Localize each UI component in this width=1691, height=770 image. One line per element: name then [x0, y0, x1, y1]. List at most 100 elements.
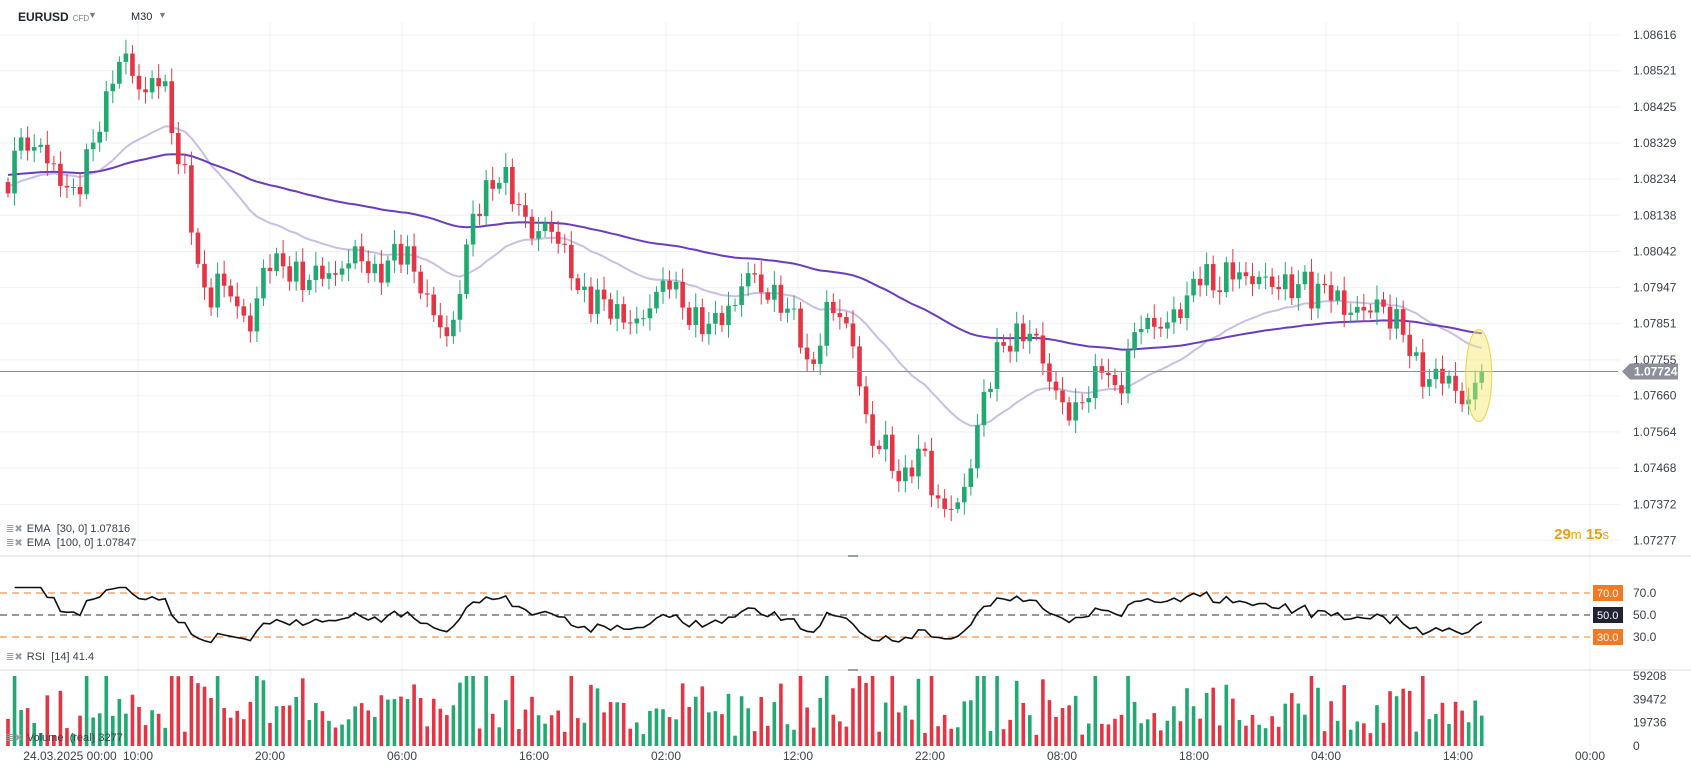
candle-body	[97, 131, 102, 143]
volume-bar	[425, 726, 429, 746]
volume-bar	[12, 676, 17, 746]
candle-body	[935, 495, 941, 499]
ema-100-settings-icon[interactable]: ≣✖	[6, 538, 23, 549]
volume-bar	[143, 725, 148, 746]
ema-30-legend[interactable]: ≣✖ EMA [30, 0] 1.07816	[6, 523, 131, 535]
volume-bar	[1119, 714, 1124, 746]
symbol-dropdown-icon[interactable]: ▼	[88, 10, 97, 20]
volume-bar	[25, 708, 30, 746]
candle-body	[162, 81, 168, 87]
volume-settings-icon[interactable]: ≣✖	[6, 733, 23, 744]
candle-body	[1243, 272, 1249, 277]
ema-30-settings-icon[interactable]: ≣✖	[6, 524, 23, 535]
volume-bar	[490, 713, 495, 746]
volume-bar	[1407, 690, 1412, 746]
volume-bar	[916, 678, 921, 746]
candle-body	[169, 81, 175, 134]
candle-body	[896, 470, 902, 482]
candle-body	[228, 285, 233, 297]
candle-body	[483, 180, 489, 217]
candle-body	[595, 289, 600, 314]
candle-body	[1309, 271, 1314, 309]
volume-bar	[752, 731, 757, 746]
volume-bar	[163, 727, 167, 746]
candle-body	[503, 166, 509, 183]
candle-body	[680, 281, 685, 308]
volume-bar	[320, 711, 325, 746]
volume-bar	[883, 702, 888, 746]
candle-body	[549, 223, 554, 232]
candle-body	[1374, 299, 1380, 313]
volume-bar	[661, 709, 665, 746]
time-tick-label: 04:00	[1311, 749, 1341, 763]
candle-body	[424, 293, 430, 295]
candle-body	[136, 75, 142, 90]
volume-bar	[124, 713, 128, 746]
volume-bar	[392, 699, 397, 746]
candle-body	[713, 313, 718, 324]
candle-body	[824, 301, 830, 346]
volume-bar	[418, 697, 423, 746]
candle-body	[379, 263, 384, 283]
volume-bar	[1014, 680, 1019, 746]
candle-body	[103, 91, 109, 132]
volume-bar	[340, 724, 344, 746]
volume-legend[interactable]: ≣✖ Volume (real) 3277	[6, 732, 123, 744]
candle-body	[719, 313, 725, 326]
volume-bar	[202, 686, 207, 746]
volume-bar	[1041, 679, 1045, 746]
volume-tick-label: 0	[1633, 739, 1640, 753]
candle-body	[84, 149, 89, 195]
candle-body	[18, 137, 24, 151]
candle-body	[693, 307, 699, 325]
volume-bar	[1303, 714, 1307, 746]
candle-body	[542, 223, 548, 232]
candle-body	[1132, 332, 1137, 350]
symbol-selector[interactable]: EURUSD CFD	[18, 10, 89, 24]
volume-bar	[641, 734, 646, 746]
candle-body	[438, 315, 443, 328]
volume-bar	[523, 709, 528, 746]
volume-bar	[1270, 716, 1274, 746]
candle-body	[706, 323, 712, 335]
volume-bar	[720, 714, 724, 746]
volume-bar	[1054, 716, 1058, 746]
candle-body	[634, 318, 640, 324]
candle-body	[1020, 323, 1026, 342]
volume-bar	[1322, 731, 1327, 746]
rsi-settings-icon[interactable]: ≣✖	[6, 652, 23, 663]
candle-body	[90, 142, 96, 150]
volume-bar	[687, 706, 691, 746]
candle-body	[1106, 372, 1111, 376]
volume-bar	[897, 712, 901, 746]
ema-100-legend[interactable]: ≣✖ EMA [100, 0] 1.07847	[6, 537, 137, 549]
rsi-legend[interactable]: ≣✖ RSI [14] 41.4	[6, 651, 95, 663]
volume-bar	[353, 706, 357, 746]
candle-body	[883, 434, 888, 450]
volume-bar	[1290, 693, 1294, 746]
candle-body	[1138, 328, 1144, 333]
candle-body	[929, 450, 934, 496]
volume-bar	[1401, 688, 1405, 746]
volume-bar	[438, 708, 443, 746]
candle-body	[1007, 345, 1013, 352]
volume-bar	[739, 696, 744, 746]
timeframe-selector[interactable]: M30	[131, 11, 152, 23]
candle-body	[1230, 262, 1236, 280]
candle-body	[654, 291, 659, 309]
volume-bar	[1034, 734, 1039, 746]
volume-bar	[713, 711, 718, 746]
time-tick-label: 22:00	[915, 749, 945, 763]
candle-body	[202, 263, 207, 288]
volume-bar	[1080, 734, 1084, 746]
volume-bar	[1060, 707, 1065, 746]
time-tick-label: 10:00	[123, 749, 153, 763]
candle-body	[64, 185, 70, 188]
candle-body	[510, 166, 515, 205]
volume-bar	[510, 676, 515, 746]
candle-body	[254, 298, 260, 332]
price-tick-label: 1.07277	[1633, 533, 1677, 547]
timeframe-dropdown-icon[interactable]: ▼	[158, 10, 167, 20]
candle-body	[71, 187, 76, 189]
volume-bar	[680, 683, 685, 746]
